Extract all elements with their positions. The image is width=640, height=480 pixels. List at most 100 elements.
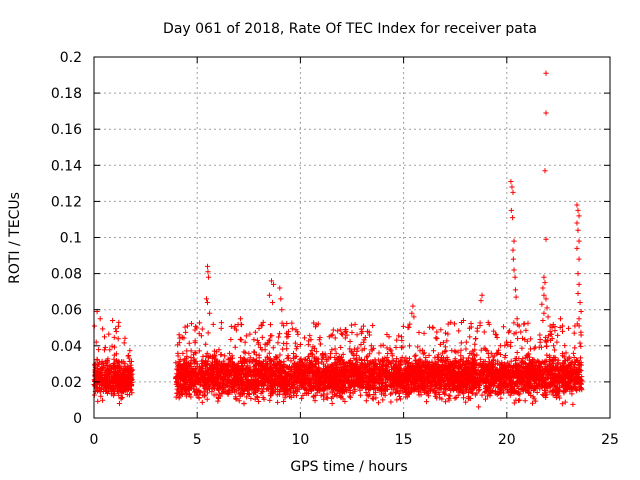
data-point (519, 345, 525, 351)
data-point (261, 396, 267, 402)
data-point (432, 355, 438, 361)
data-point (442, 399, 449, 405)
data-point (101, 347, 108, 353)
data-point (259, 334, 265, 341)
data-point (333, 350, 339, 356)
data-point (101, 334, 108, 340)
data-point (292, 340, 298, 346)
data-point (275, 334, 282, 340)
data-point (116, 363, 122, 369)
data-point (109, 343, 115, 349)
data-point (438, 327, 444, 333)
data-point (99, 397, 106, 403)
data-point (460, 395, 467, 401)
data-point (317, 334, 323, 341)
data-point (313, 349, 319, 355)
data-point (116, 392, 122, 398)
data-point (488, 350, 494, 356)
data-point (110, 379, 116, 385)
data-point (352, 321, 358, 327)
data-point (290, 350, 297, 357)
data-point (101, 381, 108, 387)
data-point (100, 378, 106, 384)
data-point (118, 390, 124, 396)
data-point (400, 323, 406, 330)
data-point (175, 387, 182, 393)
data-point (125, 352, 132, 359)
data-points (91, 70, 585, 410)
data-point (103, 387, 110, 394)
data-point (127, 347, 133, 354)
data-point (109, 389, 115, 395)
data-point (370, 322, 376, 329)
chart-title: Day 061 of 2018, Rate Of TEC Index for r… (163, 21, 537, 37)
data-point (126, 367, 133, 373)
data-point (104, 361, 110, 367)
data-point (116, 400, 123, 407)
data-point (425, 393, 432, 399)
data-point (330, 327, 336, 333)
data-point (378, 343, 384, 349)
data-point (478, 347, 484, 353)
data-point (199, 326, 205, 332)
data-point (128, 362, 134, 368)
data-point (363, 398, 369, 404)
data-point (360, 323, 367, 329)
data-point (94, 365, 101, 372)
data-point (297, 341, 304, 348)
data-point (113, 326, 119, 332)
data-point (123, 374, 129, 380)
data-point (124, 376, 130, 382)
data-point (342, 335, 348, 341)
data-point (112, 391, 118, 397)
data-point (100, 364, 106, 370)
data-point (95, 398, 101, 404)
data-point (289, 326, 295, 332)
data-point (115, 389, 121, 395)
data-point (571, 354, 577, 361)
data-point (359, 347, 365, 353)
data-point (96, 360, 102, 366)
data-point (284, 346, 290, 352)
data-point (577, 340, 583, 346)
data-point (264, 354, 270, 360)
data-point (111, 344, 118, 350)
data-point (123, 366, 129, 372)
data-point (290, 355, 297, 361)
data-point (116, 385, 122, 391)
data-point (120, 377, 126, 383)
data-point (100, 388, 107, 394)
data-point (113, 364, 119, 370)
data-point (338, 344, 344, 351)
data-point (106, 372, 112, 378)
data-point (337, 327, 343, 333)
data-point (108, 366, 114, 372)
data-point (128, 378, 134, 384)
data-point (458, 347, 464, 353)
data-point (398, 345, 405, 351)
data-point (111, 334, 117, 341)
data-point (113, 328, 119, 335)
data-point (176, 340, 182, 346)
data-point (298, 356, 304, 362)
data-point (127, 358, 133, 365)
data-point (289, 320, 295, 326)
data-point (121, 340, 127, 346)
data-point (112, 374, 118, 380)
data-point (92, 371, 98, 377)
data-point (406, 343, 413, 349)
data-point (544, 352, 550, 358)
data-point (186, 340, 192, 346)
data-point (106, 331, 112, 337)
data-point (440, 340, 446, 346)
x-axis-label: GPS time / hours (290, 459, 407, 475)
data-point (218, 351, 224, 358)
data-point (569, 391, 575, 397)
data-point (103, 369, 109, 376)
data-point (572, 345, 578, 351)
data-point (329, 347, 335, 353)
data-point (563, 350, 569, 356)
data-point (384, 345, 390, 351)
data-point (335, 328, 341, 334)
